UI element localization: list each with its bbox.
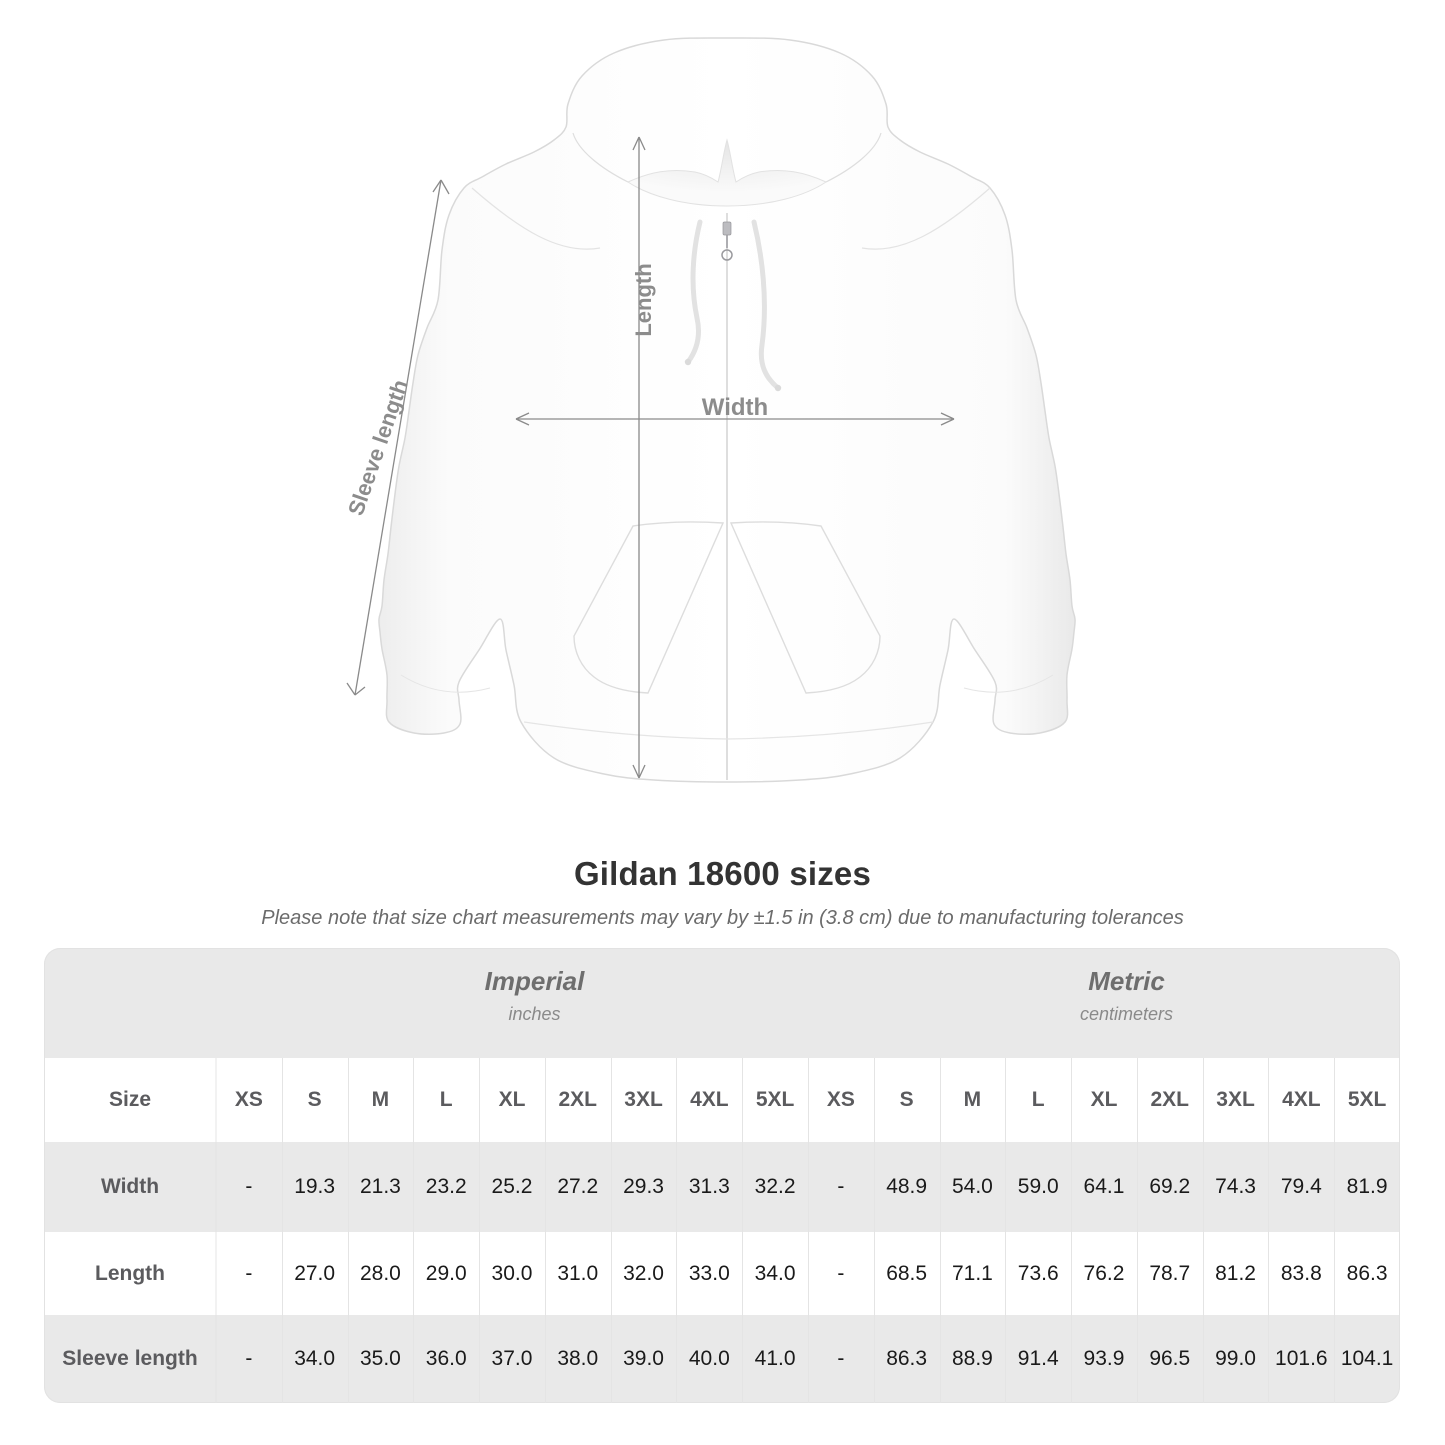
- svg-text:Length: Length: [631, 263, 656, 336]
- svg-text:Width: Width: [702, 394, 768, 421]
